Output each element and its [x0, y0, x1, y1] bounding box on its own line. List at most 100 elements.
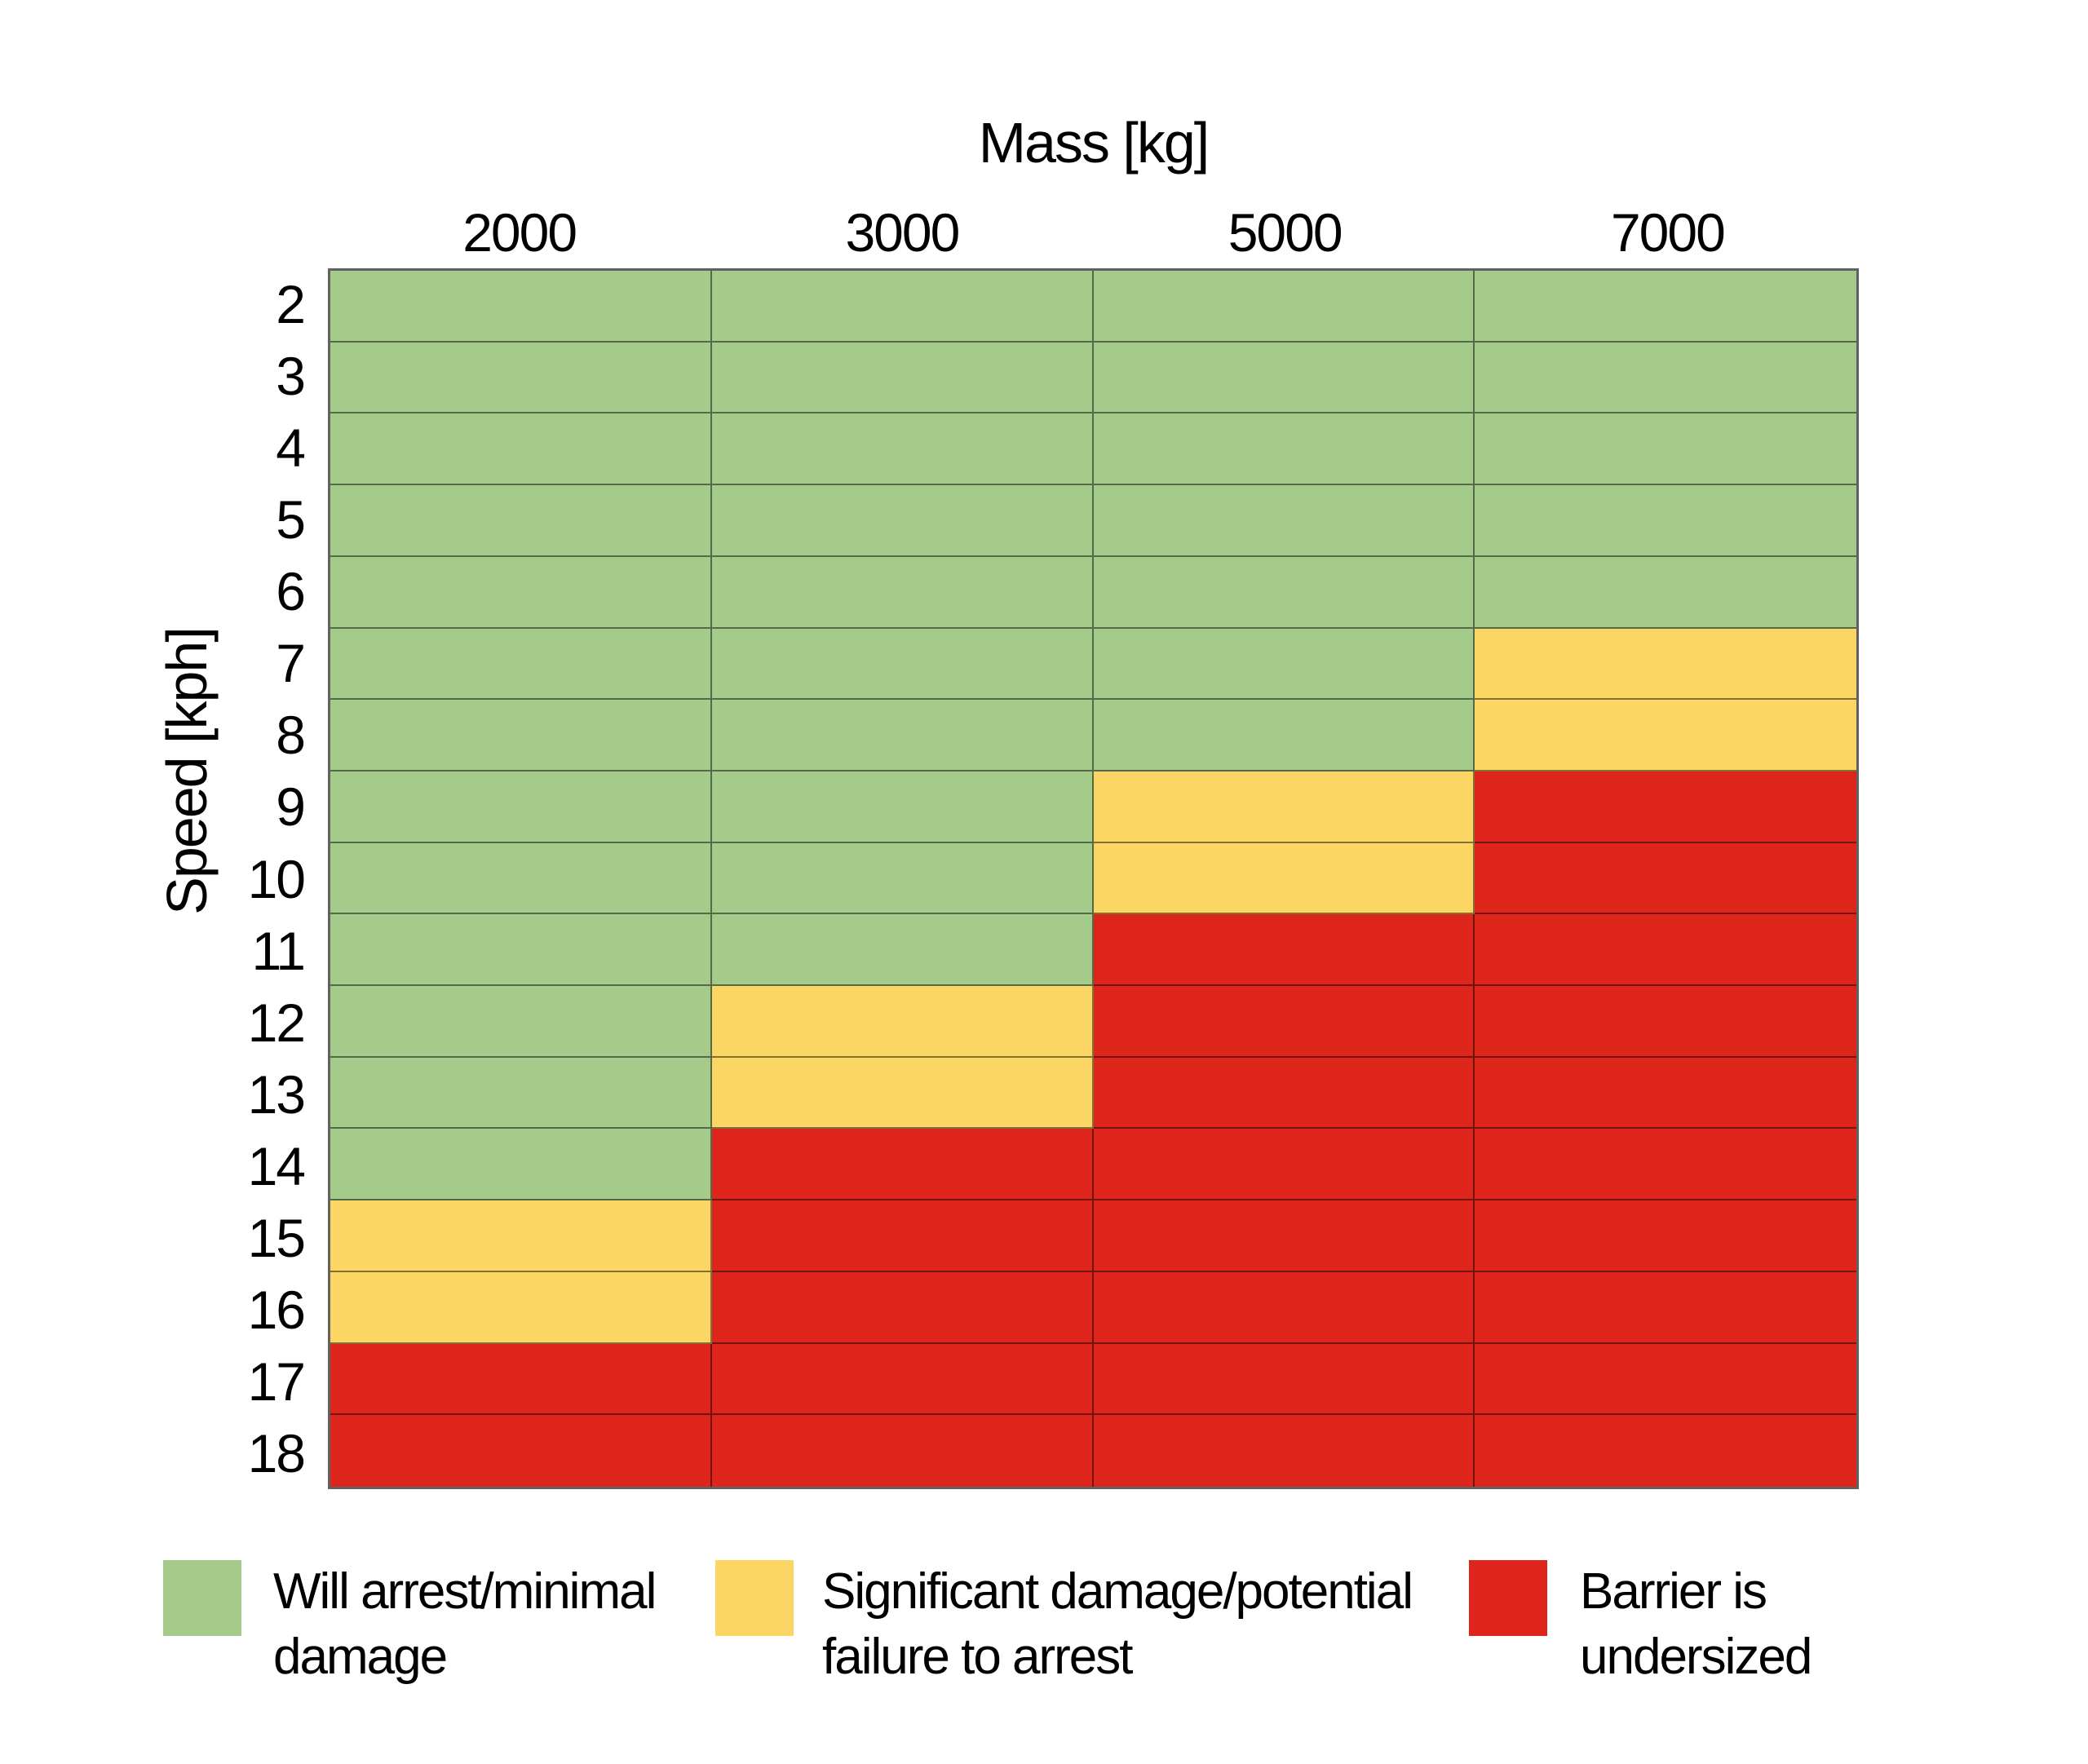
heatmap-cell-2-7000 — [1475, 271, 1856, 343]
heatmap-cell-10-2000 — [330, 842, 712, 915]
heatmap-cell-13-2000 — [330, 1057, 712, 1130]
heatmap-cell-16-5000 — [1093, 1271, 1475, 1344]
y-tick-label: 4 — [276, 418, 306, 479]
heatmap-cell-16-3000 — [711, 1271, 1094, 1344]
heatmap-cell-4-2000 — [330, 413, 712, 486]
x-tick-label: 3000 — [845, 202, 960, 263]
heatmap-cell-7-2000 — [330, 628, 712, 701]
heatmap-cell-5-5000 — [1093, 485, 1475, 557]
heatmap-cell-7-5000 — [1093, 628, 1475, 701]
y-tick-label: 9 — [276, 776, 306, 838]
heatmap-cell-18-2000 — [330, 1415, 712, 1487]
heatmap-cell-8-2000 — [330, 700, 712, 771]
y-tick-label: 15 — [247, 1207, 306, 1268]
heatmap-cell-12-2000 — [330, 986, 712, 1058]
heatmap-cell-4-7000 — [1475, 413, 1856, 486]
y-tick-label: 8 — [276, 705, 306, 766]
heatmap-cell-8-7000 — [1475, 700, 1856, 771]
heatmap-cell-14-2000 — [330, 1129, 712, 1201]
heatmap-cell-6-7000 — [1475, 556, 1856, 629]
heatmap-cell-11-5000 — [1093, 914, 1475, 987]
legend-label-yellow: Significant damage/potential failure to … — [822, 1563, 1413, 1685]
heatmap-cell-11-2000 — [330, 914, 712, 987]
heatmap-cell-12-3000 — [711, 986, 1094, 1058]
heatmap-cell-4-5000 — [1093, 413, 1475, 486]
heatmap-cell-4-3000 — [711, 413, 1094, 486]
heatmap-cell-9-2000 — [330, 771, 712, 843]
y-tick-label: 2 — [276, 274, 306, 335]
legend-label-green: Will arrest/minimal damage — [273, 1563, 657, 1685]
heatmap-cell-5-3000 — [711, 485, 1094, 557]
heatmap-grid — [328, 268, 1859, 1489]
y-tick-label: 18 — [247, 1422, 306, 1483]
x-tick-label: 2000 — [462, 202, 577, 263]
heatmap-cell-13-5000 — [1093, 1057, 1475, 1130]
heatmap-cell-3-2000 — [330, 342, 712, 414]
heatmap-cell-15-3000 — [711, 1200, 1094, 1272]
y-tick-label: 16 — [247, 1279, 306, 1340]
heatmap-cell-15-5000 — [1093, 1200, 1475, 1272]
heatmap-cell-15-7000 — [1475, 1200, 1856, 1272]
heatmap-cell-10-5000 — [1093, 842, 1475, 915]
heatmap-cell-5-2000 — [330, 485, 712, 557]
y-tick-label: 6 — [276, 561, 306, 622]
heatmap-cell-2-2000 — [330, 271, 712, 343]
y-tick-label: 13 — [247, 1063, 306, 1125]
y-tick-label: 7 — [276, 633, 306, 694]
heatmap-cell-9-7000 — [1475, 771, 1856, 843]
legend-swatch-red — [1469, 1560, 1547, 1636]
heatmap-cell-14-3000 — [711, 1129, 1094, 1201]
x-tick-labels: 2000 3000 5000 7000 — [328, 206, 1859, 263]
heatmap-cell-17-3000 — [711, 1343, 1094, 1416]
y-tick-label: 3 — [276, 346, 306, 407]
heatmap-cell-18-7000 — [1475, 1415, 1856, 1487]
heatmap-cell-18-3000 — [711, 1415, 1094, 1487]
heatmap-cell-8-3000 — [711, 700, 1094, 771]
heatmap-cell-12-7000 — [1475, 986, 1856, 1058]
y-tick-labels: 2 3 4 5 6 7 8 9 10 11 12 13 14 15 16 17 18 — [133, 268, 306, 1489]
x-tick-label: 7000 — [1610, 202, 1726, 263]
y-tick-label: 10 — [247, 848, 306, 909]
y-tick-label: 5 — [276, 489, 306, 550]
x-tick-label: 5000 — [1228, 202, 1343, 263]
heatmap-cell-17-2000 — [330, 1343, 712, 1416]
heatmap-cell-6-2000 — [330, 556, 712, 629]
legend-swatch-green — [163, 1560, 241, 1636]
heatmap-cell-11-3000 — [711, 914, 1094, 987]
heatmap-cell-9-3000 — [711, 771, 1094, 843]
y-tick-label: 11 — [251, 920, 306, 981]
x-axis-title: Mass [kg] — [978, 111, 1210, 175]
heatmap-cell-13-7000 — [1475, 1057, 1856, 1130]
heatmap-cell-2-5000 — [1093, 271, 1475, 343]
heatmap-cell-18-5000 — [1093, 1415, 1475, 1487]
heatmap-cell-16-2000 — [330, 1271, 712, 1344]
heatmap-cell-10-7000 — [1475, 842, 1856, 915]
legend-swatch-yellow — [715, 1560, 794, 1636]
heatmap-cell-14-7000 — [1475, 1129, 1856, 1201]
heatmap-cell-3-7000 — [1475, 342, 1856, 414]
heatmap-cell-15-2000 — [330, 1200, 712, 1272]
heatmap-cell-13-3000 — [711, 1057, 1094, 1130]
heatmap-cell-6-3000 — [711, 556, 1094, 629]
heatmap-cell-16-7000 — [1475, 1271, 1856, 1344]
heatmap-cell-14-5000 — [1093, 1129, 1475, 1201]
heatmap-cell-10-3000 — [711, 842, 1094, 915]
heatmap-cell-9-5000 — [1093, 771, 1475, 843]
heatmap-cell-12-5000 — [1093, 986, 1475, 1058]
heatmap-cell-3-3000 — [711, 342, 1094, 414]
y-tick-label: 14 — [247, 1135, 306, 1196]
heatmap-cell-3-5000 — [1093, 342, 1475, 414]
heatmap-cell-7-3000 — [711, 628, 1094, 701]
y-tick-label: 12 — [247, 992, 306, 1053]
heatmap-cell-17-7000 — [1475, 1343, 1856, 1416]
heatmap-cell-6-5000 — [1093, 556, 1475, 629]
heatmap-cell-11-7000 — [1475, 914, 1856, 987]
heatmap-cell-7-7000 — [1475, 628, 1856, 701]
heatmap-cell-5-7000 — [1475, 485, 1856, 557]
heatmap-cell-17-5000 — [1093, 1343, 1475, 1416]
heatmap-cell-8-5000 — [1093, 700, 1475, 771]
y-tick-label: 17 — [247, 1351, 306, 1412]
heatmap-cell-2-3000 — [711, 271, 1094, 343]
legend-label-red: Barrier is undersized — [1580, 1563, 1812, 1685]
